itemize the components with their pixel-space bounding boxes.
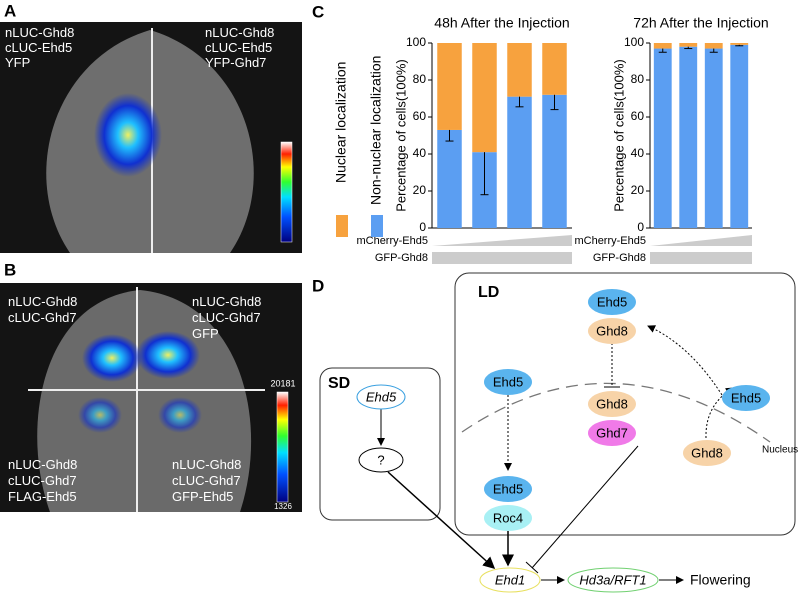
chart-title: 72h After the Injection <box>633 15 768 31</box>
bar-segment <box>704 43 723 49</box>
bar-segment <box>679 43 698 47</box>
y-axis-label: Percentage of cells(100%) <box>611 59 626 211</box>
panel-label: A <box>4 1 16 20</box>
image-label: nLUC-Ghd8 cLUC-Ghd7 GFP-Ehd5 <box>172 457 241 504</box>
y-tick-label: 20 <box>631 183 645 197</box>
node: Ehd5 <box>366 389 397 404</box>
bar-segment <box>679 46 698 229</box>
node: Ehd1 <box>495 572 525 587</box>
bar-segment <box>730 44 749 228</box>
bar-segment <box>507 43 532 97</box>
x-annotation: GFP-Ghd8 <box>593 252 646 264</box>
bar-segment <box>437 129 462 228</box>
bar-segment <box>507 96 532 229</box>
x-annotation: mCherry-Ehd5 <box>574 235 646 247</box>
node: Ehd5 <box>731 390 761 405</box>
panel-label: C <box>312 2 324 21</box>
y-tick-label: 100 <box>624 35 644 49</box>
y-tick-label: 0 <box>419 220 426 234</box>
y-tick-label: 100 <box>406 35 426 49</box>
colorbar-max: 20181 <box>270 378 295 388</box>
bar-segment <box>472 43 497 153</box>
y-tick-label: 20 <box>413 183 427 197</box>
image-label: nLUC-Ghd8 cLUC-Ghd7 GFP <box>192 294 261 341</box>
sd-label: SD <box>328 375 350 392</box>
image-label: nLUC-Ghd8 cLUC-Ehd5 YFP-Ghd7 <box>205 25 274 70</box>
image-b <box>0 283 302 512</box>
diagram <box>319 272 796 593</box>
y-tick-label: 60 <box>631 109 645 123</box>
gradient-triangle <box>650 235 752 246</box>
image-label: nLUC-Ghd8 cLUC-Ghd7 FLAG-Ehd5 <box>8 457 77 504</box>
node: Hd3a/RFT1 <box>579 572 646 587</box>
node: Ehd5 <box>493 481 523 496</box>
legend-label: Non-nuclear localization <box>368 56 384 205</box>
node: Flowering <box>690 572 751 588</box>
y-tick-label: 80 <box>413 72 427 86</box>
node: Ghd7 <box>596 425 628 440</box>
gradient-triangle <box>432 235 572 246</box>
node: ? <box>377 452 384 467</box>
legend-swatch <box>371 215 383 237</box>
y-tick-label: 0 <box>637 220 644 234</box>
nucleus-label: Nucleus <box>762 445 798 456</box>
bar-segment <box>437 43 462 130</box>
image-label: nLUC-Ghd8 cLUC-Ghd7 <box>8 294 77 325</box>
colorbar-min: 1326 <box>274 502 292 511</box>
chart-title: 48h After the Injection <box>434 15 569 31</box>
x-annotation: mCherry-Ehd5 <box>356 235 428 247</box>
image-a <box>0 22 302 253</box>
panel-label: B <box>4 260 16 279</box>
constant-bar <box>650 252 752 264</box>
node: Ghd8 <box>691 445 723 460</box>
bar-segment <box>653 43 672 49</box>
node: Ehd5 <box>493 374 523 389</box>
image-label: nLUC-Ghd8 cLUC-Ehd5 YFP <box>5 25 74 70</box>
legend-label: Nuclear localization <box>333 62 349 183</box>
bar-segment <box>542 94 567 228</box>
node: Roc4 <box>493 510 523 525</box>
constant-bar <box>432 252 572 264</box>
bar-segment <box>653 48 672 228</box>
y-tick-label: 40 <box>413 146 427 160</box>
bar-segment <box>542 43 567 95</box>
y-axis-label: Percentage of cells(100%) <box>393 59 408 211</box>
node: Ehd5 <box>597 294 627 309</box>
x-annotation: GFP-Ghd8 <box>375 252 428 264</box>
legend-swatch <box>336 215 348 237</box>
y-tick-label: 80 <box>631 72 645 86</box>
y-tick-label: 40 <box>631 146 645 160</box>
node: Ghd8 <box>596 323 628 338</box>
panel-label: D <box>312 276 324 295</box>
ld-label: LD <box>478 284 499 301</box>
bar-segment <box>730 43 749 45</box>
node: Ghd8 <box>596 396 628 411</box>
bar-segment <box>704 48 723 228</box>
y-tick-label: 60 <box>413 109 427 123</box>
